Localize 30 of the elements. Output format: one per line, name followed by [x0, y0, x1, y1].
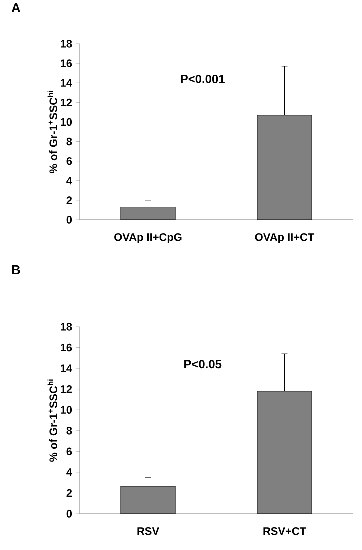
- y-tick-label: 18: [60, 323, 72, 331]
- y-tick-label: 16: [60, 344, 72, 352]
- y-tick-label: 8: [66, 138, 72, 146]
- y-tick-label: 10: [60, 118, 72, 126]
- y-tick-label: 2: [66, 489, 72, 498]
- y-tick-label: 0: [66, 510, 72, 518]
- y-tick-label: 18: [60, 40, 72, 48]
- chart-title: A: [12, 4, 21, 12]
- x-tick-label: OVAp II+CT: [255, 233, 315, 244]
- y-tick-label: 14: [60, 79, 72, 87]
- chart-title: B: [12, 266, 20, 274]
- y-tick-label: 12: [60, 98, 72, 106]
- y-axis-title: % of Gr-1$^{+}$SSC$^{hi}$: [48, 380, 58, 462]
- y-tick-label: 4: [66, 177, 72, 185]
- y-tick-label: 6: [66, 448, 72, 456]
- y-tick-label: 8: [66, 427, 72, 435]
- y-tick-label: 14: [60, 364, 72, 372]
- y-tick-label: 12: [60, 386, 72, 394]
- annotation: P<0.001: [181, 74, 225, 84]
- y-tick-label: 4: [66, 468, 72, 476]
- y-tick-label: 2: [66, 196, 72, 204]
- y-tick-label: 16: [60, 60, 72, 68]
- x-tick-label: RSV: [138, 527, 160, 536]
- y-tick-label: 0: [66, 216, 72, 224]
- y-axis-title: % of Gr-1$^{+}$SSC$^{hi}$: [48, 91, 58, 174]
- x-tick-label: RSV+CT: [264, 527, 306, 536]
- x-tick-label: OVAp II+CpG: [114, 233, 182, 244]
- annotation: P<0.05: [184, 360, 222, 369]
- y-tick-label: 10: [60, 406, 72, 414]
- y-tick-label: 6: [66, 157, 72, 166]
